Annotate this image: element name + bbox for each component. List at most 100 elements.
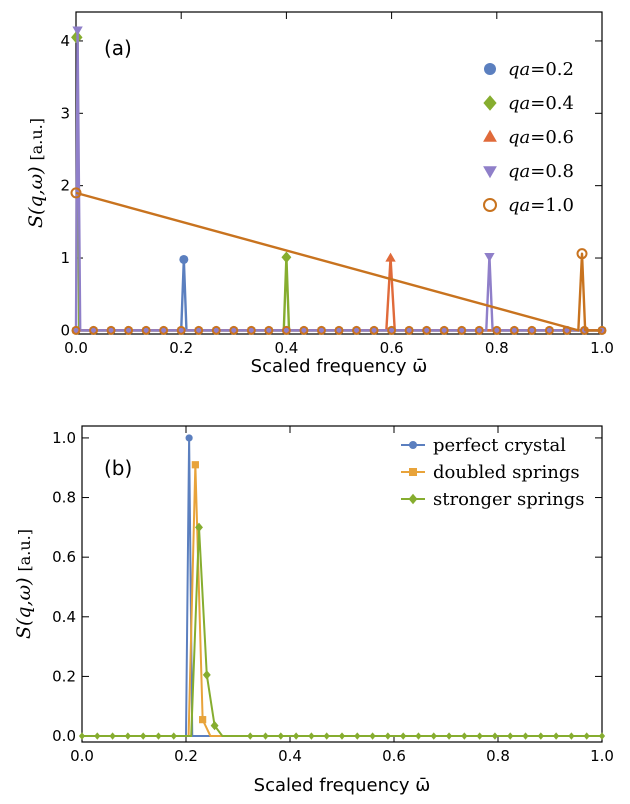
baseline-point-a-3 [510,327,519,335]
legend-marker-b-2 [408,493,418,505]
legend-marker-a-1 [483,95,497,111]
baseline-point-b-2 [415,732,422,740]
x-tick-label-a: 1.0 [590,339,614,357]
baseline-point-a-3 [194,327,203,335]
baseline-point-b-2 [598,732,606,740]
baseline-point-a-4 [299,325,309,335]
data-point-b-2 [210,720,219,731]
legend-a: qa=0.2qa=0.4qa=0.6qa=0.8qa=1.0 [483,59,574,216]
baseline-point-a-3 [440,327,449,335]
baseline-point-a-3 [405,327,414,335]
baseline-point-a-3 [142,327,151,335]
svg-text:S(q,ω)[a.u.]: S(q,ω) [a.u.] [25,118,47,228]
baseline-point-a-4 [492,325,502,335]
legend-label-value-a-2: =0.6 [530,127,574,148]
baseline-point-a-4 [527,325,537,335]
baseline-point-a-4 [404,325,414,335]
y-tick-label-a: 2 [60,177,70,195]
baseline-point-b-2 [94,732,101,740]
legend-label-b-0: perfect crystal [433,435,566,456]
x-tick-label-b: 0.8 [486,747,510,765]
baseline-point-a-3 [229,327,238,335]
y-axis-label-unit-b: [a.u.] [15,529,34,572]
baseline-point-b-2 [553,732,560,740]
baseline-point-b-2 [430,732,437,740]
baseline-point-a-4 [579,325,589,335]
baseline-point-b-2 [522,732,529,740]
baseline-point-a-4 [71,325,81,335]
baseline-point-a-3 [352,327,361,335]
baseline-point-b-2 [124,732,131,740]
legend-marker-b-1 [409,468,417,476]
baseline-point-a-4 [211,325,221,335]
y-axis-label-unit-a: [a.u.] [27,118,46,161]
x-tick-label-b: 0.0 [70,747,94,765]
baseline-point-a-4 [334,325,344,335]
baseline-point-a-3 [492,327,501,335]
baseline-point-a-3 [247,327,256,335]
series-line-a-1 [76,36,602,332]
x-axis-label-a: Scaled frequency ω̄ [251,356,428,377]
legend-marker-a-2 [483,129,497,142]
series-line-a-4 [75,191,602,332]
baseline-point-a-4 [562,325,572,335]
series-line-a-2 [76,256,602,332]
legend-b: perfect crystal doubled springs stronger s… [401,435,584,510]
svg-text:S(q,ω)[a.u.]: S(q,ω) [a.u.] [13,529,35,639]
x-axis-label-b: Scaled frequency ω̄ [254,775,431,796]
y-tick-label-a: 4 [60,32,70,50]
baseline-point-a-4 [474,325,484,335]
data-point-a-1 [281,251,292,264]
baseline-point-a-4 [141,325,151,335]
y-tick-label-b: 1.0 [52,429,76,447]
legend-label-a-1: qa=0.4 [508,93,574,114]
baseline-point-a-4 [316,325,326,335]
baseline-point-b-2 [507,732,514,740]
baseline-point-a-3 [299,327,308,335]
legend-label-prefix-a-4: qa [508,195,530,216]
baseline-point-a-3 [282,327,291,335]
legend-label-b-1: doubled springs [433,462,580,483]
legend-label-value-a-4: =1.0 [530,195,574,216]
y-axis-label-main-b: S(q,ω) [13,577,35,639]
baseline-point-b-2 [109,732,116,740]
legend-label-prefix-a-0: qa [508,59,530,80]
baseline-point-a-4 [439,325,449,335]
legend-label-value-a-1: =0.4 [530,93,574,114]
legend-label-a-3: qa=0.8 [508,161,574,182]
baseline-point-a-3 [89,327,98,335]
baseline-point-b-2 [400,732,407,740]
baseline-point-a-4 [457,325,467,335]
baseline-point-b-2 [491,732,499,740]
baseline-point-b-2 [354,732,361,740]
data-point-b-2 [202,670,211,680]
series-b [78,434,606,740]
legend-label-b-2: stronger springs [433,489,584,510]
baseline-point-b-2 [568,732,575,740]
panel-b: (b) 0.0 0.2 0.4 0.6 0.8 1.0 0.0 0.2 0.4 0.6 0.8 1.0… [13,425,614,796]
panel-label-a: (a) [104,36,132,60]
baseline-point-a-3 [177,327,186,335]
baseline-point-b-2 [537,732,544,740]
baseline-point-a-3 [457,327,466,335]
x-tick-label-a: 0.8 [485,339,509,357]
baseline-point-a-4 [544,325,554,335]
baseline-point-a-3 [212,327,221,335]
baseline-point-a-4 [352,325,362,335]
baseline-point-b-2 [140,732,147,740]
baseline-point-b-2 [277,732,284,740]
x-tick-label-b: 1.0 [590,747,614,765]
baseline-point-a-4 [229,325,239,335]
legend-label-value-a-0: =0.2 [530,59,574,80]
baseline-point-b-2 [369,732,376,740]
y-axis-label-a: S(q,ω) [a.u.] [25,118,47,228]
baseline-point-a-4 [509,325,519,335]
baseline-point-a-3 [124,327,133,335]
baseline-point-b-2 [338,732,346,740]
data-point-a-2 [385,252,396,262]
baseline-point-a-4 [246,325,256,335]
baseline-point-a-4 [369,325,379,335]
baseline-point-b-2 [461,732,468,740]
data-point-a-3 [484,252,495,262]
